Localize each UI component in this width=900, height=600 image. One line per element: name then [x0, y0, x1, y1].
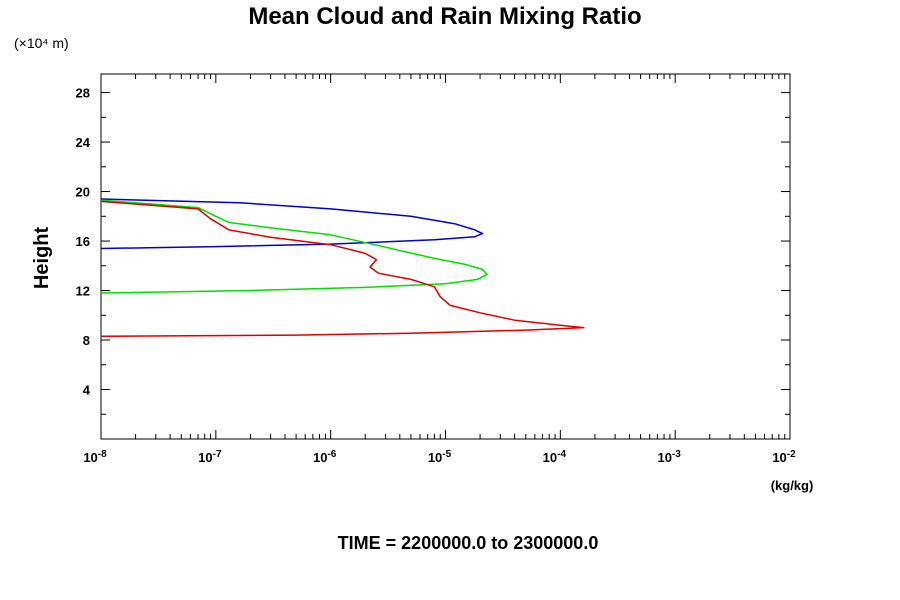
x-tick-label: 10-3 — [657, 449, 681, 465]
y-tick-label: 8 — [83, 333, 90, 348]
y-tick-label: 16 — [76, 234, 90, 249]
plot-frame — [100, 73, 791, 440]
x-tick-label: 10-4 — [543, 449, 567, 465]
series-line-2 — [100, 199, 488, 294]
chart-title: Mean Cloud and Rain Mixing Ratio — [248, 3, 641, 30]
series-line-1 — [100, 198, 484, 250]
axis-ticks — [100, 74, 790, 439]
y-tick-labels: 4 8 12 16 20 24 28 — [76, 86, 91, 398]
series-line-3 — [100, 200, 585, 338]
x-tick-label: 10-7 — [198, 449, 222, 465]
x-axis-label: (kg/kg) — [771, 478, 814, 493]
y-tick-label: 24 — [76, 135, 91, 150]
y-tick-label: 28 — [76, 86, 90, 101]
x-tick-labels: 10-8 10-7 10-6 10-5 10-4 10-3 10-2 — [83, 449, 796, 465]
x-tick-label: 10-5 — [428, 449, 452, 465]
y-tick-label: 20 — [76, 185, 90, 200]
y-axis-unit: (×10⁴ m) — [14, 35, 69, 51]
x-tick-label: 10-2 — [772, 449, 796, 465]
time-range-label: TIME = 2200000.0 to 2300000.0 — [338, 533, 599, 553]
y-axis-label: Height — [31, 227, 53, 290]
x-tick-label: 10-6 — [313, 449, 337, 465]
y-tick-label: 12 — [76, 284, 90, 299]
x-tick-label: 10-8 — [83, 449, 107, 465]
y-tick-label: 4 — [83, 383, 91, 398]
series-layer — [100, 198, 585, 338]
